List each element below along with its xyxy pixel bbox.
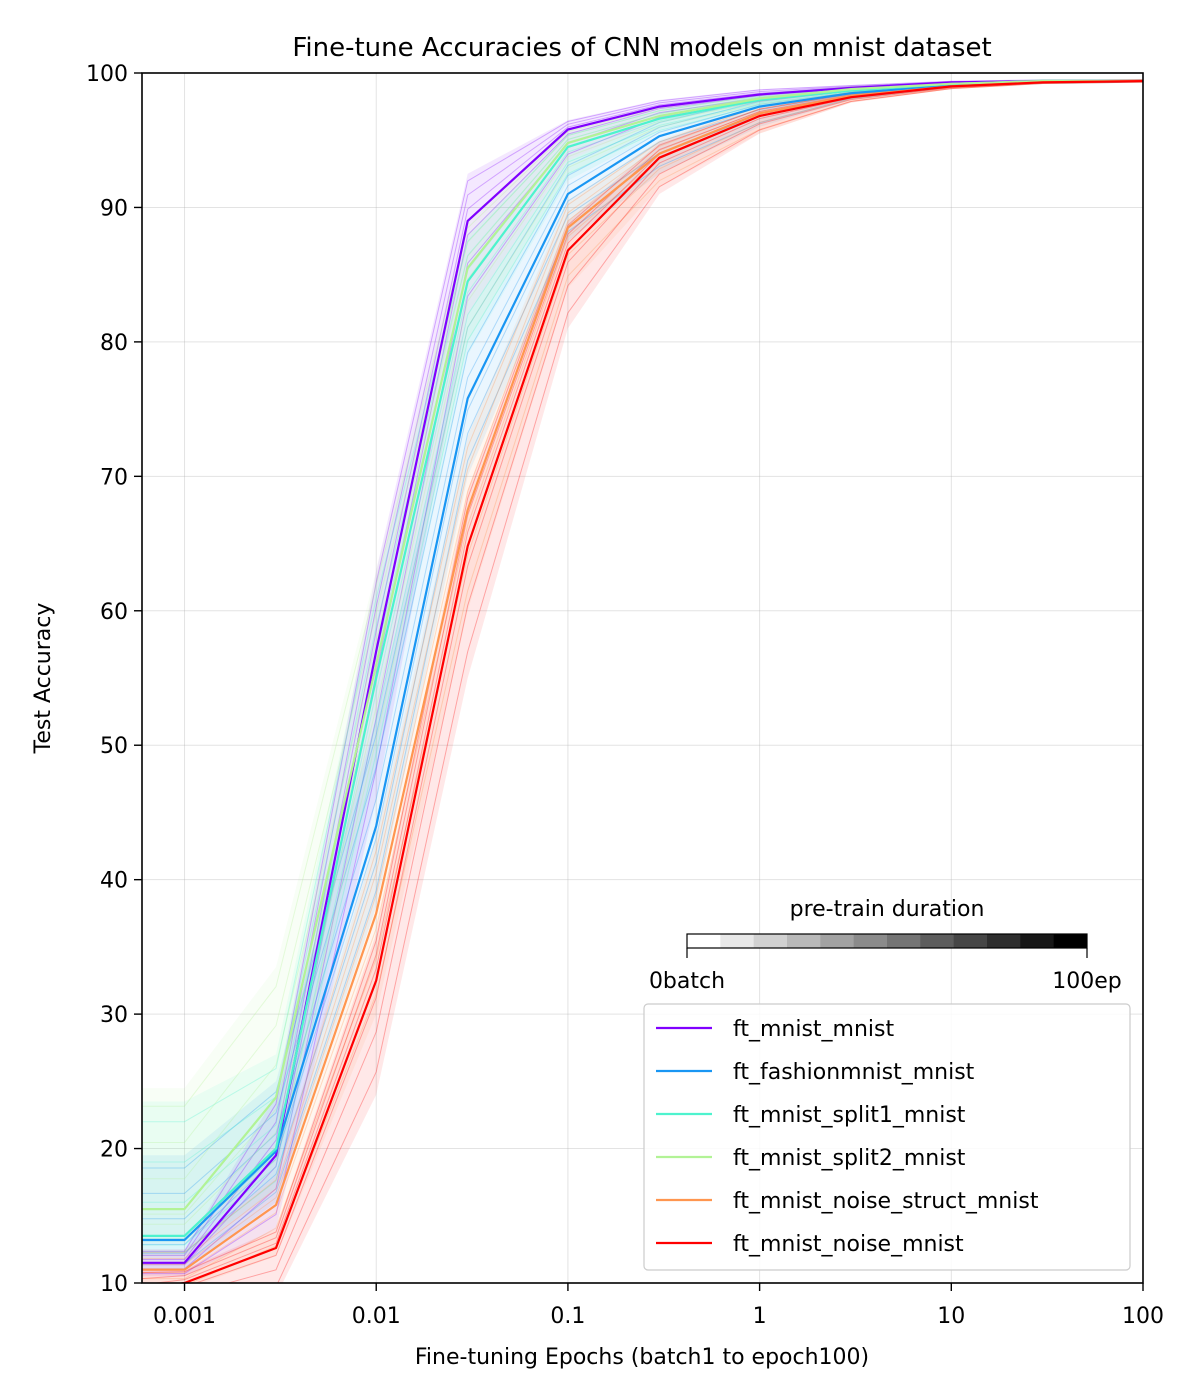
legend-label: ft_mnist_mnist — [733, 1017, 895, 1042]
y-tick-label: 60 — [100, 600, 128, 625]
legend-label: ft_mnist_split1_mnist — [733, 1103, 966, 1128]
colorbar-cell — [987, 934, 1021, 948]
colorbar-cell — [920, 934, 955, 948]
colorbar-cell — [887, 934, 921, 948]
x-tick-label: 0.01 — [352, 1304, 401, 1329]
x-tick-label: 0.001 — [153, 1304, 216, 1329]
colorbar-cell — [953, 934, 988, 948]
legend-label: ft_mnist_noise_struct_mnist — [733, 1189, 1039, 1214]
colorbar-cell — [720, 934, 755, 948]
colorbar-max-label: 100ep — [1052, 969, 1122, 994]
run-line — [142, 81, 1143, 1280]
y-tick-label: 30 — [100, 1003, 128, 1028]
colorbar-cell — [687, 934, 721, 948]
legend-entries: ft_mnist_mnist ft_fashionmnist_mnist ft_mn… — [656, 1017, 1039, 1257]
y-tick-label: 20 — [100, 1138, 128, 1163]
series-band — [142, 79, 1143, 1270]
legend-label: ft_mnist_noise_mnist — [733, 1232, 964, 1257]
colorbar-cell — [787, 934, 821, 948]
series-line-ft_mnist_mnist — [142, 80, 1143, 1264]
colorbar-cell — [1020, 934, 1055, 948]
colorbar-min-label: 0batch — [649, 969, 725, 994]
x-axis-ticks: 0.001 0.01 0.1 1 10 100 — [153, 1283, 1164, 1329]
series-band — [142, 79, 1143, 1277]
y-tick-label: 10 — [100, 1272, 128, 1297]
plot-frame — [141, 72, 1144, 1284]
run-line — [189, 81, 1143, 1283]
legend-label: ft_fashionmnist_mnist — [733, 1060, 975, 1085]
run-line — [277, 81, 1143, 1283]
colorbar-cell — [820, 934, 855, 948]
colorbar-gradient — [687, 934, 1088, 948]
colorbar-cell — [753, 934, 788, 948]
y-tick-label: 80 — [100, 331, 128, 356]
colorbar-frame — [686, 933, 1088, 949]
run-line — [226, 81, 1143, 1283]
y-axis-label: Test Accuracy — [31, 603, 56, 755]
series-lines — [142, 80, 1143, 1283]
y-tick-label: 100 — [86, 62, 128, 87]
legend: ft_mnist_mnist ft_fashionmnist_mnist ft_mn… — [643, 1003, 1131, 1271]
series-line-ft_mnist_noise_mnist — [177, 80, 1143, 1283]
x-tick-label: 0.1 — [550, 1304, 585, 1329]
pretrain-duration-colorbar: pre-train duration 0batch 100ep — [649, 897, 1122, 994]
x-tick-label: 1 — [753, 1304, 767, 1329]
y-axis-ticks: 10 20 30 40 50 60 70 80 90 100 — [86, 62, 142, 1297]
legend-label: ft_mnist_split2_mnist — [733, 1146, 966, 1171]
colorbar-title: pre-train duration — [790, 897, 985, 922]
series-band — [142, 79, 1143, 1243]
series-band — [142, 79, 1143, 1283]
x-tick-label: 10 — [937, 1304, 965, 1329]
legend-box — [643, 1003, 1131, 1271]
y-tick-label: 50 — [100, 734, 128, 759]
chart-title: Fine-tune Accuracies of CNN models on mn… — [292, 33, 991, 63]
y-tick-label: 40 — [100, 869, 128, 894]
x-tick-label: 100 — [1122, 1304, 1164, 1329]
run-line — [142, 79, 1143, 1252]
x-axis-label: Fine-tuning Epochs (batch1 to epoch100) — [415, 1345, 869, 1370]
colorbar-cell — [1053, 934, 1088, 948]
y-tick-label: 90 — [100, 196, 128, 221]
series-line-ft_mnist_split2_mnist — [142, 80, 1143, 1211]
y-tick-label: 70 — [100, 465, 128, 490]
colorbar-cell — [853, 934, 888, 948]
